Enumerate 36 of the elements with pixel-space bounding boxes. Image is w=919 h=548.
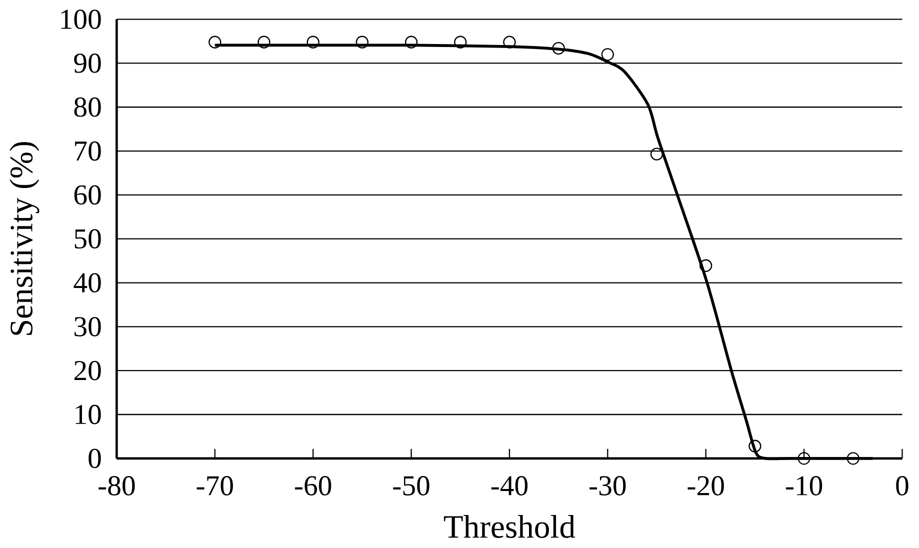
y-tick-label: 50 (74, 229, 101, 249)
y-tick-label: 90 (74, 54, 101, 74)
point (454, 36, 467, 49)
y-tick-label: 30 (74, 317, 101, 337)
y-tick-label: 100 (61, 10, 101, 30)
x-axis-title: Threshold (444, 515, 576, 538)
y-tick-label: 10 (76, 405, 101, 424)
x-tick-label: -50 (393, 476, 430, 496)
point (650, 148, 664, 161)
point (798, 452, 810, 465)
point (748, 440, 762, 453)
x-tick-label: -40 (491, 476, 528, 496)
point (700, 260, 712, 272)
x-tick-label: -30 (590, 476, 626, 496)
y-tick-label: 70 (75, 142, 101, 161)
point (846, 452, 860, 465)
y-tick-label: 40 (74, 273, 101, 293)
x-tick-label: -20 (688, 476, 724, 496)
point (503, 36, 516, 49)
x-tick-label: -70 (196, 476, 233, 496)
x-tick-label: -10 (786, 476, 822, 496)
point (306, 36, 320, 49)
point (208, 36, 222, 49)
x-tick-label: -60 (294, 476, 332, 496)
y-tick-label: 80 (74, 98, 101, 118)
point (552, 42, 565, 55)
y-tick-label: 0 (88, 448, 101, 468)
x-tick-label: 0 (896, 476, 908, 496)
y-tick-label: 20 (74, 361, 101, 381)
y-tick-label: 60 (74, 185, 101, 205)
point (404, 36, 418, 49)
point (258, 36, 270, 49)
x-tick-label: -80 (98, 476, 135, 496)
y-axis-title: Sensitivity (%) (10, 142, 40, 336)
point (356, 36, 368, 49)
point (601, 48, 614, 61)
